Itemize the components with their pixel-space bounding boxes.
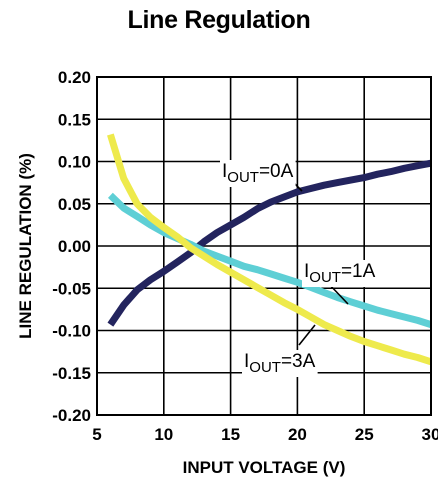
y-tick-label: -0.15 — [52, 364, 91, 383]
series-line-0 — [107, 159, 432, 327]
y-tick-label: 0.10 — [58, 153, 91, 172]
series-annotations: IOUT=0A IOUT=1A IOUT=3A — [220, 160, 378, 377]
annotation-background — [220, 160, 296, 187]
y-tick-label: -0.10 — [52, 322, 91, 341]
x-tick-labels: 5 10 15 20 25 30 — [92, 425, 438, 444]
x-tick-label: 15 — [221, 425, 240, 444]
x-axis-label: INPUT VOLTAGE (V) — [183, 458, 346, 477]
x-tick-label: 30 — [422, 425, 438, 444]
y-tick-label: -0.05 — [52, 279, 91, 298]
chart-title: Line Regulation — [127, 6, 311, 34]
annotation-background — [302, 260, 378, 287]
series-line-2 — [107, 133, 433, 366]
series-annotation-0: IOUT=0A — [222, 161, 294, 186]
plot-frame — [96, 76, 432, 416]
series-annotation-2: IOUT=3A — [244, 351, 316, 376]
series-lines — [107, 133, 433, 366]
annotation-leader-line — [298, 324, 316, 346]
y-axis-label: LINE REGULATION (%) — [16, 153, 35, 339]
y-tick-label: 0.00 — [58, 237, 91, 256]
x-tick-label: 10 — [154, 425, 173, 444]
series-line-1 — [107, 192, 433, 328]
y-tick-label: 0.20 — [58, 68, 91, 87]
y-tick-label: 0.15 — [58, 110, 91, 129]
y-tick-labels: 0.20 0.15 0.10 0.05 0.00 -0.05 -0.10 -0.15 -0.20 — [52, 68, 91, 425]
y-tick-label: -0.20 — [52, 406, 91, 425]
annotation-background — [242, 350, 318, 377]
series-annotation-1: IOUT=1A — [304, 261, 376, 286]
x-tick-label: 20 — [288, 425, 307, 444]
x-tick-label: 25 — [355, 425, 374, 444]
y-tick-label: 0.05 — [58, 195, 91, 214]
x-tick-label: 5 — [92, 425, 101, 444]
